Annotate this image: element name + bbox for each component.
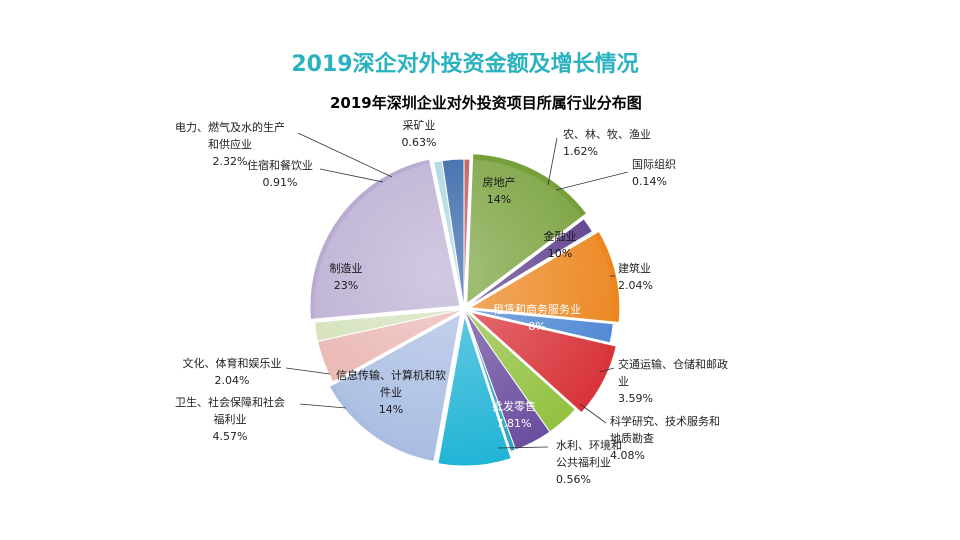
slice-name-16: 住宿和餐饮业: [247, 158, 313, 172]
slice-name-12: 信息传输、计算机和软: [336, 368, 446, 382]
slice-name-5: 金融业: [544, 229, 577, 243]
slice-label-11: 批发零售 7.81%: [492, 399, 536, 430]
slice-name-13: 福利业: [214, 412, 247, 426]
slice-name-13: 卫生、社会保障和社会: [175, 395, 285, 409]
leader-line-10: [497, 446, 549, 449]
slice-value-2: 14%: [487, 193, 511, 206]
slice-name-17: 电力、燃气及水的生产: [175, 120, 285, 134]
slice-name-17: 和供应业: [208, 137, 252, 151]
slice-name-1: 采矿业: [403, 119, 436, 132]
slice-value-1: 0.63%: [402, 136, 437, 149]
slice-label-3: 农、林、牧、渔业 1.62%: [563, 127, 651, 158]
slice-label-12: 信息传输、计算机和软件业 14%: [336, 368, 446, 416]
slice-label-6: 建筑业 2.04%: [618, 261, 653, 292]
slice-name-6: 建筑业: [618, 261, 651, 275]
leader-line-17: [297, 132, 393, 178]
slice-name-10: 水利、环境和: [556, 438, 622, 452]
slice-label-2: 房地产 14%: [483, 175, 516, 206]
slice-name-8: 业: [618, 375, 629, 388]
slice-value-17: 2.32%: [213, 155, 248, 168]
leader-line-8: [599, 367, 615, 373]
slice-name-9: 科学研究、技术服务和: [610, 414, 720, 428]
slice-label-8: 交通运输、仓储和邮政业 3.59%: [618, 357, 728, 405]
leader-line-14: [285, 367, 331, 375]
leader-lines: [285, 132, 629, 449]
pie-labels: 采矿业 0.63% 房地产 14% 农、林、牧、渔业 1.62% 国际组织 0.14% 金融业 1…: [175, 119, 728, 486]
leader-line-9: [579, 403, 607, 424]
slice-name-14: 文化、体育和娱乐业: [183, 356, 282, 370]
slice-value-3: 1.62%: [563, 145, 598, 158]
slice-name-7: 租赁和商务服务业: [493, 302, 581, 316]
chart-title: 2019年深圳企业对外投资项目所属行业分布图: [330, 94, 642, 112]
slice-label-7: 租赁和商务服务业 8%: [493, 302, 581, 333]
leader-line-16: [319, 168, 384, 183]
slice-label-15: 制造业 23%: [330, 261, 363, 292]
slice-value-6: 2.04%: [618, 279, 653, 292]
slice-name-8: 交通运输、仓储和邮政: [618, 357, 728, 371]
leader-line-4: [555, 171, 629, 191]
slice-value-16: 0.91%: [263, 176, 298, 189]
slide-title: 2019深企对外投资金额及增长情况: [291, 52, 639, 77]
leader-line-13: [299, 403, 347, 409]
slice-label-14: 文化、体育和娱乐业 2.04%: [183, 356, 282, 387]
slice-value-11: 7.81%: [497, 417, 532, 430]
slice-value-14: 2.04%: [215, 374, 250, 387]
slice-value-8: 3.59%: [618, 392, 653, 405]
slice-value-15: 23%: [334, 279, 358, 292]
slice-name-3: 农、林、牧、渔业: [563, 127, 651, 141]
slice-label-10: 水利、环境和公共福利业 0.56%: [556, 438, 622, 486]
slice-name-2: 房地产: [483, 175, 516, 189]
slice-value-10: 0.56%: [556, 473, 591, 486]
slice-label-9: 科学研究、技术服务和地质勘查 4.08%: [610, 414, 720, 462]
slice-label-17: 电力、燃气及水的生产和供应业 2.32%: [175, 120, 285, 168]
slice-name-12: 件业: [380, 386, 402, 399]
slice-name-15: 制造业: [330, 261, 363, 275]
slice-name-9: 地质勘查: [610, 431, 654, 445]
slice-label-5: 金融业 10%: [544, 229, 577, 260]
leader-line-3: [547, 137, 558, 186]
slice-value-13: 4.57%: [213, 430, 248, 443]
slice-label-4: 国际组织 0.14%: [632, 157, 676, 188]
slice-value-9: 4.08%: [610, 449, 645, 462]
slice-label-16: 住宿和餐饮业 0.91%: [247, 158, 313, 189]
slice-name-10: 公共福利业: [556, 455, 611, 469]
slice-value-12: 14%: [379, 403, 403, 416]
slice-value-7: 8%: [528, 320, 545, 333]
slice-value-4: 0.14%: [632, 175, 667, 188]
slice-value-5: 10%: [548, 247, 572, 260]
slice-label-13: 卫生、社会保障和社会福利业 4.57%: [175, 395, 285, 443]
slice-name-4: 国际组织: [632, 157, 676, 171]
slice-name-11: 批发零售: [492, 399, 536, 413]
slice-label-1: 采矿业 0.63%: [402, 119, 437, 149]
